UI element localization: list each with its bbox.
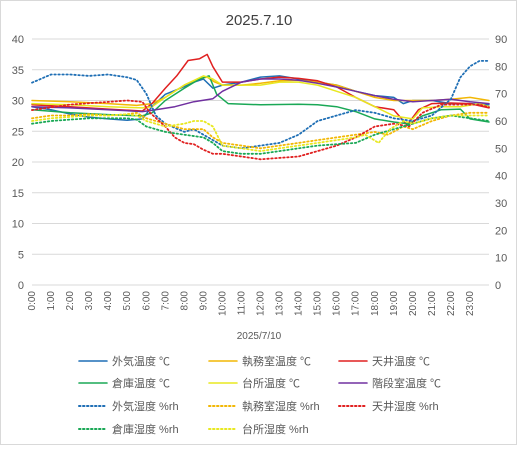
right-y-tick-label: 50: [495, 143, 507, 155]
legend-label: 執務室湿度 %rh: [242, 399, 320, 413]
x-tick-label: 7:00: [160, 291, 171, 311]
x-tick-label: 16:00: [332, 291, 343, 316]
x-tick-label: 6:00: [141, 291, 152, 311]
series-line-11: [31, 113, 490, 153]
x-tick-label: 1:00: [46, 291, 57, 311]
left-y-tick-label: 5: [18, 249, 24, 261]
x-tick-label: 11:00: [236, 291, 247, 316]
x-tick-label: 0:00: [27, 291, 38, 311]
x-tick-label: 10:00: [217, 291, 228, 316]
x-tick-label: 13:00: [275, 291, 286, 316]
legend-label: 倉庫湿度 %rh: [112, 422, 179, 436]
legend-label: 天井温度 ℃: [372, 354, 430, 368]
x-tick-label: 15:00: [313, 291, 324, 316]
x-axis-title: 2025/7/10: [237, 331, 282, 342]
x-tick-label: 19:00: [389, 291, 400, 316]
series-line-10: [31, 114, 490, 155]
left-y-tick-label: 20: [12, 157, 24, 169]
x-axis-ticks: 0:00 1:00 2:00 3:00 4:00 5:00 6:00 7:00 8:00 9:00…: [27, 291, 476, 316]
left-y-tick-label: 25: [12, 126, 24, 138]
right-y-tick-label: 20: [495, 225, 507, 237]
right-y-tick-label: 0: [495, 280, 501, 292]
left-y-tick-label: 35: [12, 65, 24, 77]
right-y-tick-label: 30: [495, 198, 507, 210]
grid: [32, 38, 489, 286]
x-tick-label: 21:00: [427, 291, 438, 316]
x-tick-label: 5:00: [122, 291, 133, 311]
x-tick-label: 12:00: [256, 291, 267, 316]
x-tick-label: 23:00: [465, 291, 476, 316]
left-y-tick-label: 15: [12, 188, 24, 200]
x-tick-label: 2:00: [65, 291, 76, 311]
legend-label: 天井湿度 %rh: [372, 399, 439, 413]
chart-title: 2025.7.10: [226, 12, 293, 29]
legend-label: 外気温度 ℃: [112, 354, 170, 368]
x-tick-label: 17:00: [351, 291, 362, 316]
legend-label: 外気湿度 %rh: [112, 399, 179, 413]
series-line-5: [31, 75, 490, 120]
legend-label: 台所温度 ℃: [242, 376, 300, 390]
x-tick-label: 4:00: [103, 291, 114, 311]
x-tick-label: 9:00: [198, 291, 209, 311]
right-y-tick-label: 10: [495, 253, 507, 265]
legend-label: 台所湿度 %rh: [242, 422, 309, 436]
left-y-tick-label: 40: [12, 34, 24, 46]
series-layer: [31, 53, 490, 161]
right-y-tick-label: 90: [495, 34, 507, 46]
right-axis-ticks: 0 10 20 30 40 50 60 70 80 90: [495, 34, 507, 292]
legend-label: 階段室温度 ℃: [372, 376, 441, 390]
x-tick-label: 20:00: [408, 291, 419, 316]
right-y-tick-label: 60: [495, 116, 507, 128]
right-y-tick-label: 40: [495, 171, 507, 183]
x-tick-label: 14:00: [294, 291, 305, 316]
left-y-tick-label: 30: [12, 96, 24, 108]
legend-label: 倉庫温度 ℃: [112, 376, 170, 390]
x-tick-label: 18:00: [370, 291, 381, 316]
series-line-6: [31, 78, 490, 113]
x-tick-label: 22:00: [446, 291, 457, 316]
left-y-tick-label: 0: [18, 280, 24, 292]
left-y-tick-label: 10: [12, 219, 24, 231]
legend: 外気温度 ℃ 執務室温度 ℃ 天井温度 ℃ 倉庫温度 ℃ 台所温度 ℃ 階段室温度 ℃ 外気…: [78, 354, 441, 436]
legend-label: 執務室温度 ℃: [242, 354, 311, 368]
x-tick-label: 8:00: [179, 291, 190, 311]
left-axis-ticks: 0 5 10 15 20 25 30 35 40: [12, 34, 24, 292]
right-y-tick-label: 80: [495, 61, 507, 73]
right-y-tick-label: 70: [495, 89, 507, 101]
x-tick-label: 3:00: [84, 291, 95, 311]
